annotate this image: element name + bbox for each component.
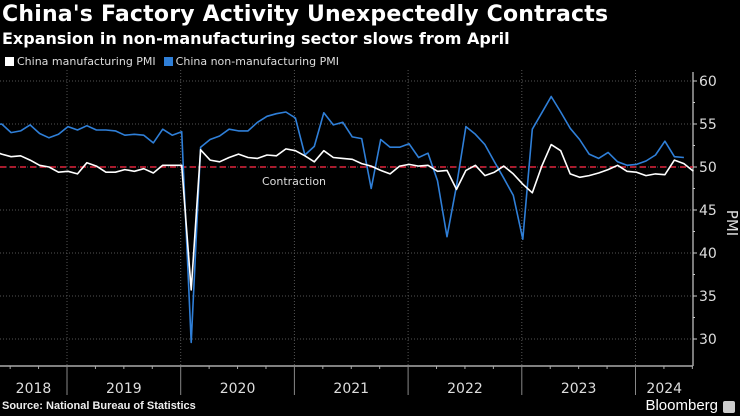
grid [0,70,693,366]
y-tick-label: 35 [699,289,717,305]
y-tick-label: 40 [699,246,717,262]
y-tick-label: 55 [699,117,717,133]
y-axis-label: PMI [723,210,740,236]
series-lines [0,95,694,344]
x-tick-label: 2019 [106,381,142,397]
legend-label-manufacturing: China manufacturing PMI [17,55,156,68]
legend-label-non-manufacturing: China non-manufacturing PMI [175,55,339,68]
source-note: Source: National Bureau of Statistics [2,400,196,412]
chart-subtitle: Expansion in non-manufacturing sector sl… [2,29,510,48]
manufacturing-pmi-line [0,143,694,291]
y-tick-label: 30 [699,332,717,348]
legend-swatch-non-manufacturing [163,57,173,66]
bloomberg-logo: Bloomberg [645,397,718,414]
x-tick-label: 2018 [16,381,52,397]
axes: 30 35 40 45 50 55 60 2018 2019 2020 2021 2022 2023 20… [0,72,717,397]
legend: China manufacturing PMI China non-manufa… [5,55,339,68]
x-tick-label: 2024 [646,381,682,397]
legend-item-manufacturing: China manufacturing PMI [5,55,156,68]
y-tick-label: 50 [699,160,717,176]
contraction-label: Contraction [262,175,326,188]
non-manufacturing-pmi-line [0,95,684,344]
y-tick-label: 45 [699,203,717,219]
x-tick-label: 2020 [220,381,256,397]
x-tick-label: 2021 [333,381,369,397]
bloomberg-chart-icon [723,401,735,413]
legend-item-non-manufacturing: China non-manufacturing PMI [163,55,339,68]
legend-swatch-manufacturing [5,57,14,66]
x-tick-label: 2023 [561,381,597,397]
chart-title: China's Factory Activity Unexpectedly Co… [2,2,609,27]
x-tick-label: 2022 [447,381,483,397]
y-tick-label: 60 [699,74,717,90]
